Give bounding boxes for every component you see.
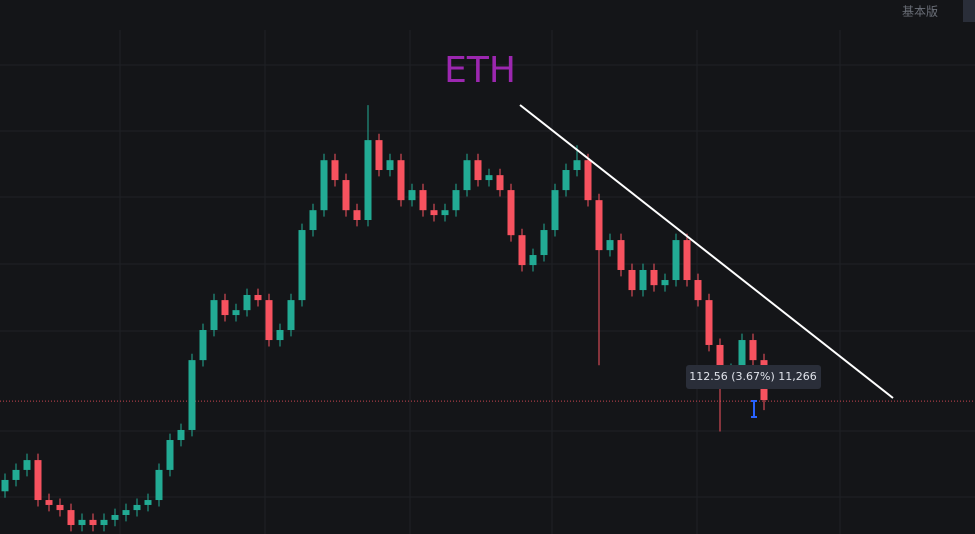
candle-body [166, 440, 174, 470]
candle-body [78, 519, 86, 526]
candle-body [639, 269, 647, 291]
candle-body [430, 210, 438, 216]
candle-body [1, 479, 9, 492]
candle-body [111, 514, 119, 520]
candle-body [56, 504, 64, 511]
candle-body [320, 160, 328, 211]
candle-body [386, 160, 394, 171]
candle-body [133, 504, 141, 511]
candle-body [606, 240, 614, 251]
tooltip-text: 112.56 (3.67%) 11,266 [689, 370, 817, 383]
candle-body [309, 210, 317, 231]
candle-body [276, 330, 284, 341]
candle-body [364, 140, 372, 221]
candle-body [628, 269, 636, 291]
candle-body [518, 235, 526, 266]
candle-body [441, 210, 449, 216]
candle-body [298, 230, 306, 301]
candle-body [100, 519, 108, 526]
candle-body [34, 460, 42, 501]
candle-body [661, 280, 669, 286]
trend-line[interactable] [519, 104, 894, 399]
candle-body [221, 300, 229, 316]
candle-body [254, 294, 262, 301]
candle-body [507, 190, 515, 236]
cursor [751, 400, 757, 418]
candle-body [551, 190, 559, 231]
candle-body [749, 340, 757, 361]
candle-body [375, 140, 383, 171]
candle-body [694, 280, 702, 301]
candle-body [562, 170, 570, 191]
candle-body [89, 519, 97, 526]
chart-title: ETH [444, 50, 516, 91]
candle-body [122, 510, 130, 515]
candle-body [540, 230, 548, 256]
toolbar-edge[interactable] [963, 0, 975, 22]
candle-body [243, 294, 251, 311]
candle-body [155, 469, 163, 501]
candle-body [331, 160, 339, 181]
candle-body [496, 175, 504, 191]
tooltip [686, 365, 821, 389]
candle-body [12, 469, 20, 480]
grid [0, 30, 975, 534]
candle-body [397, 160, 405, 201]
candle-body [716, 344, 724, 380]
candle-body [287, 300, 295, 331]
candle-body [529, 255, 537, 266]
candle-body [67, 510, 75, 526]
candle-body [408, 190, 416, 201]
candle-body [573, 160, 581, 171]
candle-body [617, 240, 625, 270]
candle-body [419, 190, 427, 211]
mode-label[interactable]: 基本版 [902, 5, 938, 19]
candle-body [683, 240, 691, 281]
candle-body [463, 160, 471, 191]
candle-body [188, 360, 196, 430]
candle-body [144, 500, 152, 505]
candle-body [584, 160, 592, 201]
candle-body [210, 300, 218, 331]
candle-body [265, 300, 273, 341]
candle-body [199, 330, 207, 361]
candle-body [23, 460, 31, 470]
candle-body [705, 300, 713, 345]
candle-body [672, 240, 680, 281]
candle-body [353, 210, 361, 221]
candle-body [45, 500, 53, 505]
candle-body [232, 310, 240, 316]
candle-body [650, 269, 658, 286]
candle-body [177, 429, 185, 441]
candle-body [342, 180, 350, 211]
candle-body [485, 175, 493, 181]
candle-body [738, 340, 746, 370]
candle-body [595, 200, 603, 251]
candle-body [474, 160, 482, 181]
candle-body [452, 190, 460, 211]
